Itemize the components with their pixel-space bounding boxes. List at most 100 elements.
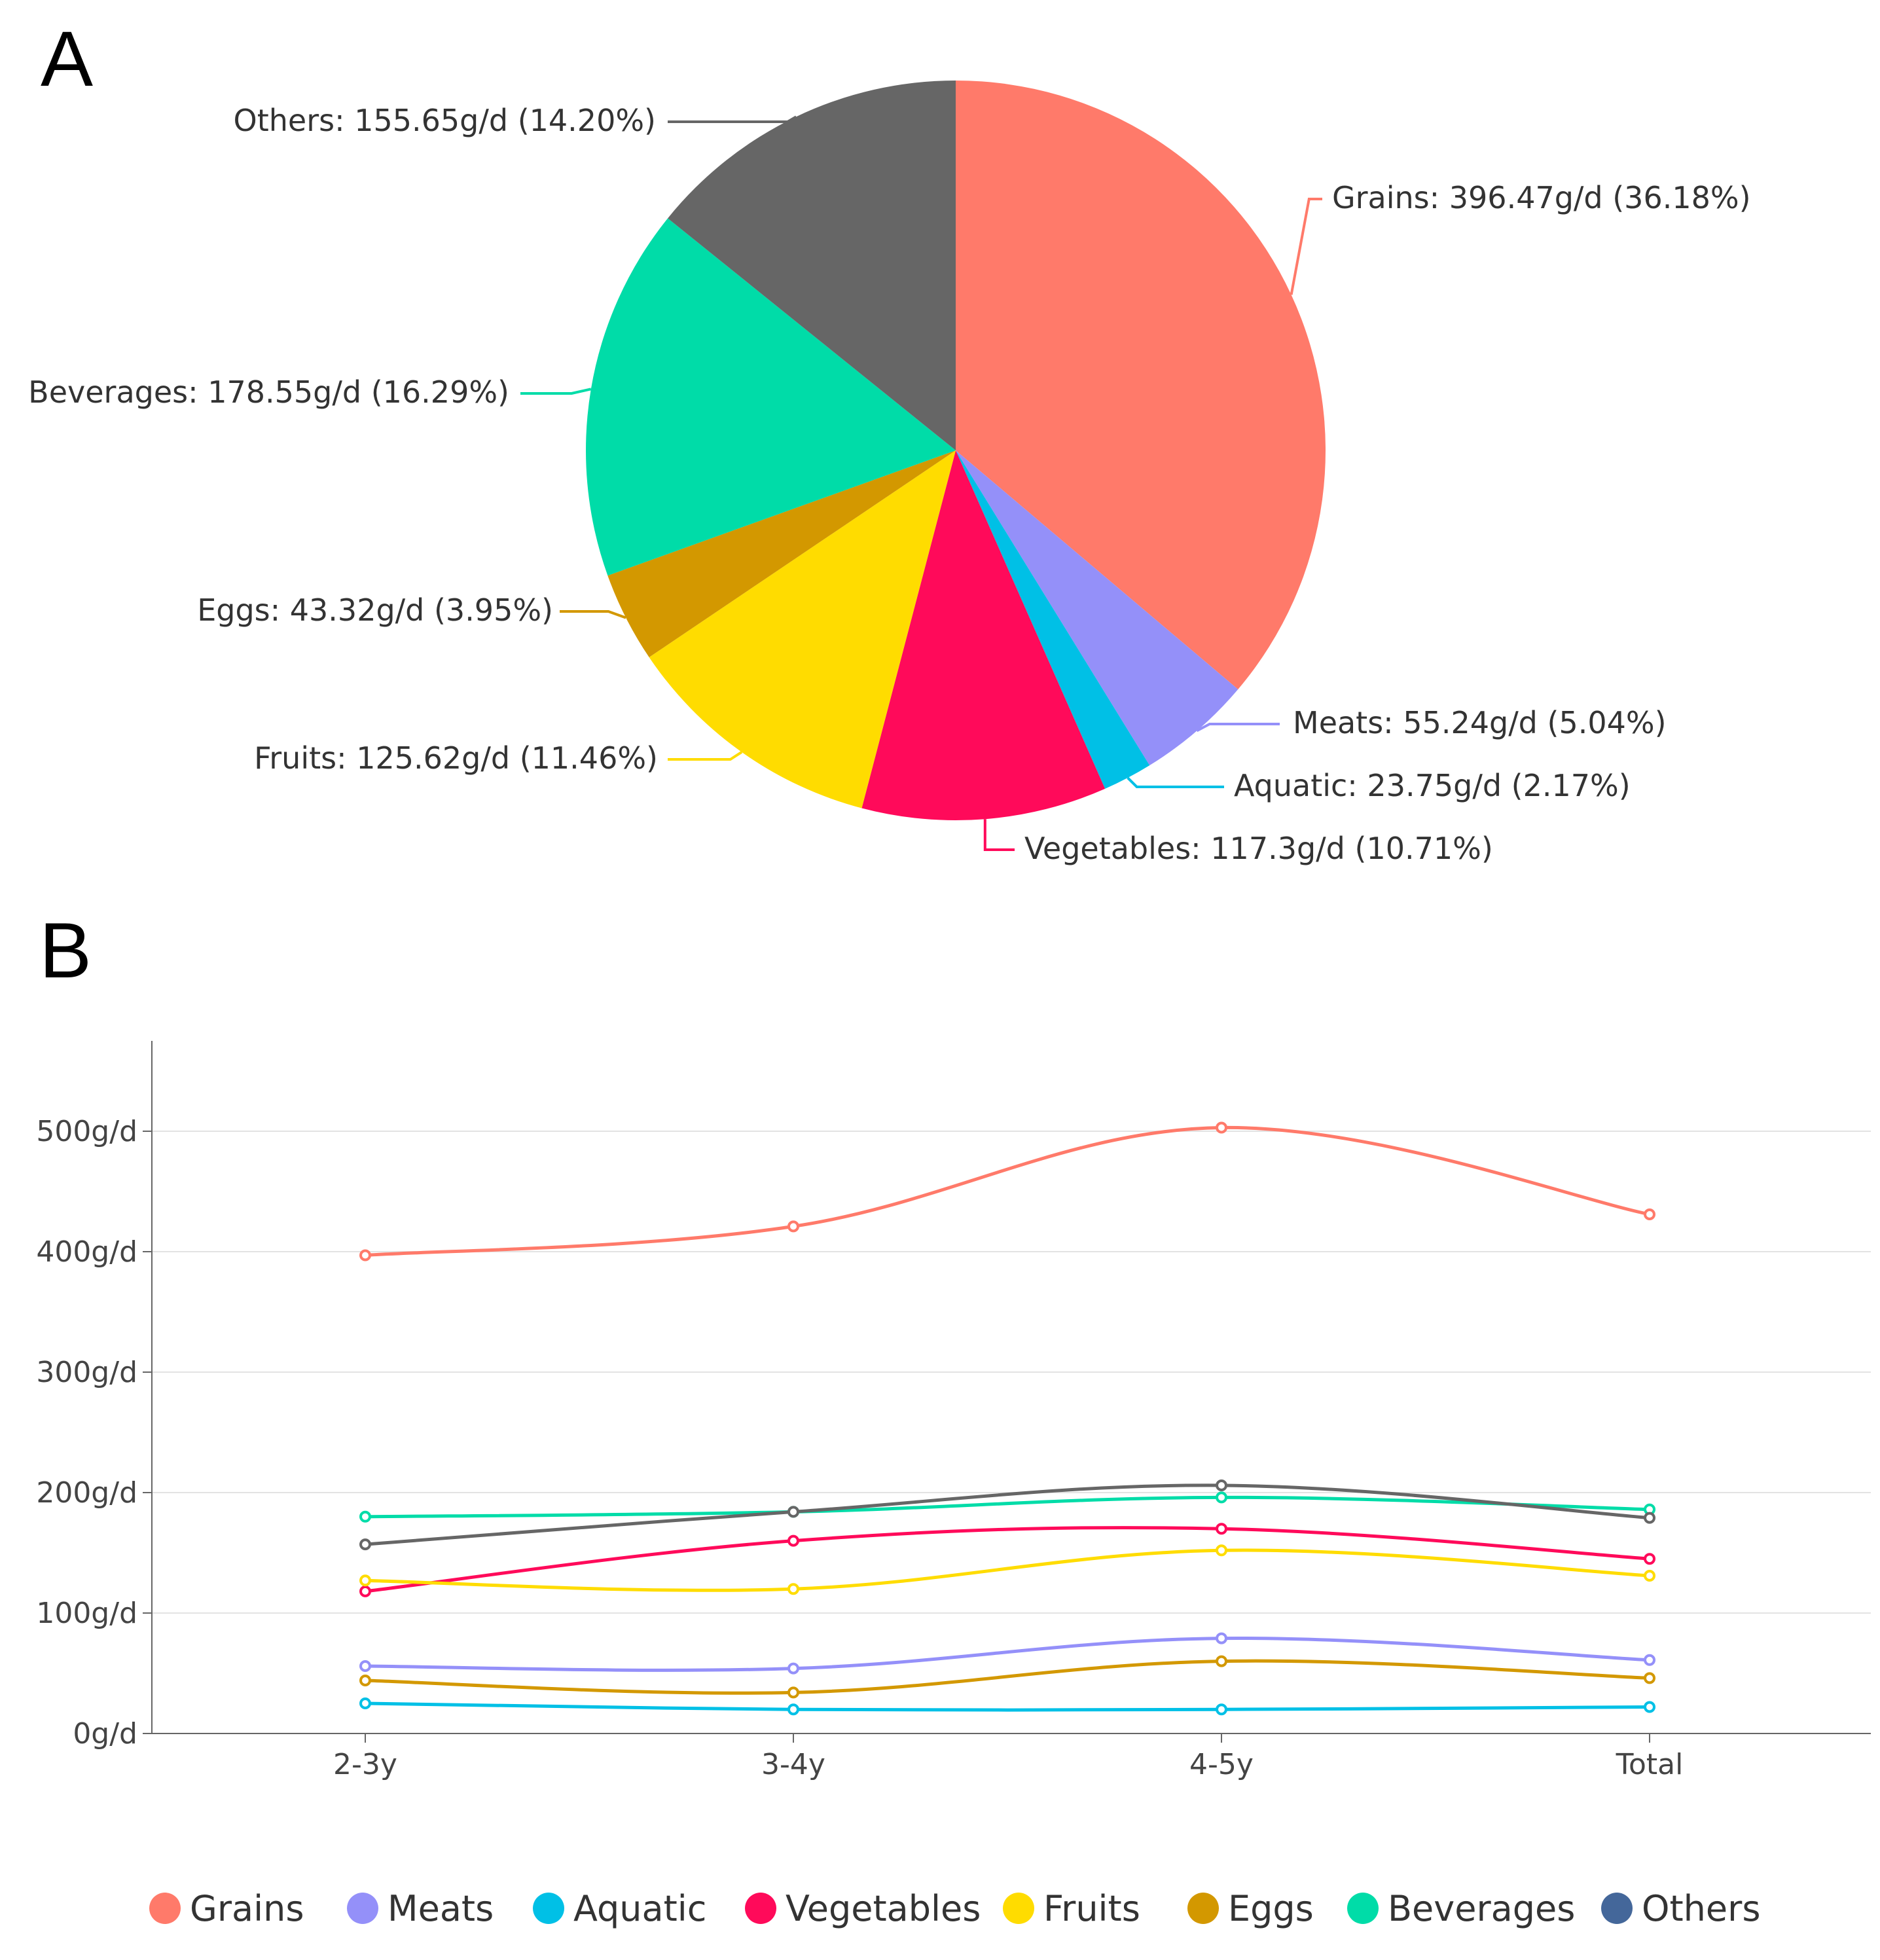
series-line-fruits	[365, 1548, 1650, 1592]
y-tick-label: 100g/d	[36, 1597, 137, 1630]
pie-chart: Grains: 396.47g/d (36.18%) Meats: 55.24g/…	[28, 80, 1751, 866]
pie-leader-fruits	[668, 751, 743, 761]
pie-slice-vegetables	[861, 450, 1106, 821]
legend-marker-meats	[347, 1893, 378, 1924]
data-point-others	[1644, 1512, 1655, 1524]
pie-slice-beverages	[586, 218, 956, 576]
y-tick-label: 400g/d	[36, 1235, 137, 1269]
data-point-grains	[1216, 1121, 1227, 1134]
pie-slice-meats	[956, 450, 1238, 766]
data-point-meats	[787, 1662, 799, 1675]
data-point-grains	[359, 1249, 371, 1261]
pie-label-beverages: Beverages: 178.55g/d (16.29%)	[28, 374, 509, 410]
pie-slice-grains	[956, 81, 1326, 689]
data-point-fruits	[1216, 1544, 1227, 1557]
y-tick-label: 0g/d	[73, 1717, 137, 1751]
chart-legend: Grains Meats Aquatic Vegetables Fruits Eggs Be…	[149, 1888, 1760, 1929]
data-point-vegetables	[1216, 1523, 1227, 1535]
x-tick-label: 2-3y	[333, 1748, 397, 1781]
pie-label-aquatic: Aquatic: 23.75g/d (2.17%)	[1234, 768, 1631, 803]
series-line-grains	[365, 1125, 1650, 1258]
data-point-aquatic	[787, 1703, 799, 1716]
pie-leader-aquatic	[1127, 776, 1224, 788]
pie-label-grains: Grains: 396.47g/d (36.18%)	[1332, 180, 1751, 215]
legend-label-eggs: Eggs	[1228, 1888, 1314, 1929]
legend-marker-beverages	[1347, 1893, 1379, 1924]
x-tick-label: 3-4y	[761, 1748, 825, 1781]
data-point-aquatic	[1644, 1701, 1655, 1713]
series-line-vegetables	[365, 1526, 1650, 1593]
data-point-eggs	[359, 1675, 371, 1686]
panel-b-letter: B	[39, 907, 92, 994]
pie-leader-grains	[1290, 198, 1322, 295]
legend-marker-grains	[149, 1893, 181, 1924]
data-point-others	[359, 1538, 371, 1551]
pie-leader-meats	[1196, 723, 1280, 733]
pie-slice-eggs	[607, 450, 956, 658]
legend-item-eggs[interactable]: Eggs	[1187, 1888, 1314, 1929]
data-point-vegetables	[1644, 1553, 1655, 1565]
pie-leader-eggs	[560, 610, 626, 619]
legend-marker-fruits	[1003, 1893, 1034, 1924]
legend-item-fruits[interactable]: Fruits	[1003, 1888, 1140, 1929]
pie-leader-vegetables	[983, 819, 1015, 851]
data-point-fruits	[359, 1574, 371, 1587]
legend-marker-eggs	[1187, 1893, 1219, 1924]
data-point-beverages	[359, 1510, 371, 1523]
legend-label-beverages: Beverages	[1388, 1888, 1575, 1929]
pie-leader-beverages	[520, 388, 592, 395]
pie-slice-fruits	[649, 450, 956, 808]
y-tick-label: 500g/d	[36, 1115, 137, 1148]
data-point-vegetables	[359, 1585, 371, 1597]
legend-label-meats: Meats	[388, 1888, 494, 1929]
data-point-fruits	[1644, 1570, 1655, 1582]
legend-label-grains: Grains	[190, 1888, 304, 1929]
legend-item-others[interactable]: Others	[1601, 1888, 1760, 1929]
legend-marker-others	[1601, 1893, 1633, 1924]
legend-item-grains[interactable]: Grains	[149, 1888, 304, 1929]
legend-label-fruits: Fruits	[1043, 1888, 1140, 1929]
data-point-grains	[787, 1220, 799, 1233]
x-tick-label: Total	[1616, 1748, 1684, 1781]
x-tick-label: 4-5y	[1189, 1748, 1254, 1781]
legend-item-aquatic[interactable]: Aquatic	[533, 1888, 706, 1929]
pie-leader-others	[668, 115, 797, 123]
legend-item-vegetables[interactable]: Vegetables	[745, 1888, 981, 1929]
y-tick-label: 200g/d	[36, 1476, 137, 1510]
panel-a-letter: A	[41, 15, 94, 103]
pie-label-others: Others: 155.65g/d (14.20%)	[234, 103, 656, 138]
data-point-eggs	[787, 1686, 799, 1699]
legend-label-vegetables: Vegetables	[786, 1888, 981, 1929]
legend-item-meats[interactable]: Meats	[347, 1888, 494, 1929]
data-point-eggs	[1216, 1655, 1227, 1667]
pie-slice-others	[668, 80, 956, 450]
series-line-aquatic	[365, 1701, 1650, 1712]
data-point-others	[1216, 1479, 1227, 1491]
pie-label-vegetables: Vegetables: 117.3g/d (10.71%)	[1024, 831, 1493, 866]
series-line-beverages	[365, 1495, 1650, 1519]
data-point-meats	[1216, 1632, 1227, 1644]
pie-slice-aquatic	[956, 450, 1150, 789]
data-point-meats	[359, 1660, 371, 1672]
data-point-aquatic	[1216, 1703, 1227, 1716]
line-chart: 0g/d 100g/d 200g/d 300g/d 400g/d 500g/d 2-3y 3-…	[36, 1041, 1871, 1781]
series-line-others	[365, 1483, 1650, 1546]
pie-label-fruits: Fruits: 125.62g/d (11.46%)	[254, 740, 658, 776]
data-point-beverages	[1216, 1491, 1227, 1504]
series-line-eggs	[365, 1659, 1650, 1695]
legend-marker-aquatic	[533, 1893, 564, 1924]
pie-label-meats: Meats: 55.24g/d (5.04%)	[1293, 705, 1667, 740]
legend-label-aquatic: Aquatic	[573, 1888, 706, 1929]
data-point-eggs	[1644, 1672, 1655, 1684]
data-point-others	[787, 1506, 799, 1518]
data-point-grains	[1644, 1208, 1655, 1220]
legend-marker-vegetables	[745, 1893, 776, 1924]
legend-label-others: Others	[1642, 1888, 1760, 1929]
data-point-aquatic	[359, 1697, 371, 1709]
pie-label-eggs: Eggs: 43.32g/d (3.95%)	[197, 592, 553, 628]
legend-item-beverages[interactable]: Beverages	[1347, 1888, 1575, 1929]
data-point-vegetables	[787, 1534, 799, 1547]
series-line-meats	[365, 1636, 1650, 1672]
data-point-fruits	[787, 1583, 799, 1595]
